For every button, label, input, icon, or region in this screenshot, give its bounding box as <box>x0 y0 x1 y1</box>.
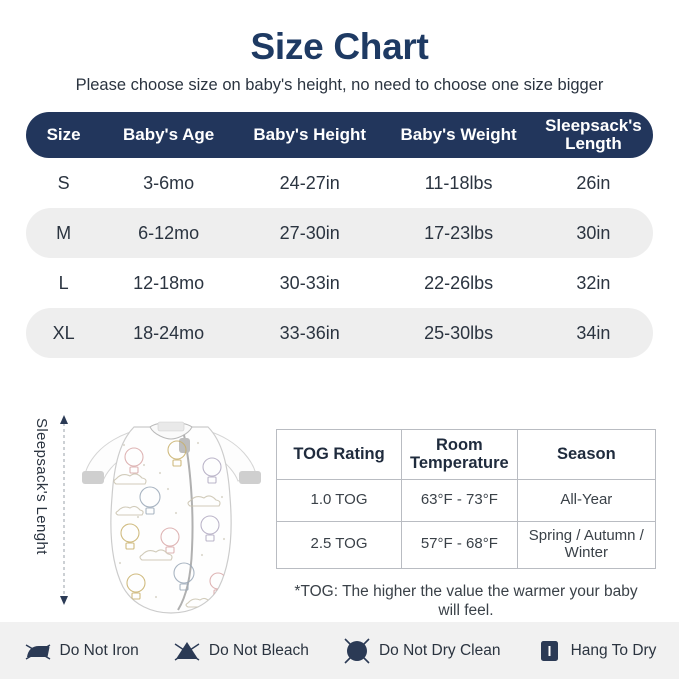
size-table: Size Baby's Age Baby's Height Baby's Wei… <box>26 112 653 359</box>
table-row: S 3-6mo 24-27in 11-18lbs 26in <box>26 158 653 208</box>
tog-table-container: TOG Rating Room Temperature Season 1.0 T… <box>275 429 657 620</box>
table-row: L 12-18mo 30-33in 22-26lbs 32in <box>26 258 653 308</box>
cell-weight: 25-30lbs <box>424 322 494 343</box>
cell-weight: 22-26lbs <box>424 272 494 293</box>
cell-size: M <box>56 222 72 243</box>
cell-height: 33-36in <box>279 322 340 343</box>
column-header-length: Sleepsack's Length <box>545 115 642 154</box>
tog-column-header-season: Season <box>516 429 657 480</box>
column-header-weight: Baby's Weight <box>400 125 517 145</box>
tog-table: TOG Rating Room Temperature Season 1.0 T… <box>275 429 657 569</box>
tog-cell-rating: 2.5 TOG <box>275 520 403 569</box>
page-subtitle: Please choose size on baby's height, no … <box>75 76 604 95</box>
tog-cell-rating: 1.0 TOG <box>275 478 403 522</box>
care-label: Do Not Dry Clean <box>378 641 501 659</box>
cell-length: 30in <box>576 222 611 243</box>
cell-weight: 11-18lbs <box>424 172 493 193</box>
table-row: 2.5 TOG 57°F - 68°F Spring / Autumn / Wi… <box>275 520 657 569</box>
cell-size: XL <box>52 322 75 343</box>
tog-note: *TOG: The higher the value the warmer yo… <box>294 582 638 619</box>
cell-height: 27-30in <box>279 222 340 243</box>
do-not-bleach-icon <box>174 641 200 661</box>
column-header-height: Baby's Height <box>253 125 367 145</box>
tog-cell-temperature: 63°F - 73°F <box>401 478 518 522</box>
cell-size: L <box>58 272 69 293</box>
cell-height: 24-27in <box>279 172 340 193</box>
size-table-header-row: Size Baby's Age Baby's Height Baby's Wei… <box>26 112 653 159</box>
cell-age: 18-24mo <box>133 322 205 343</box>
tog-column-header-temperature: Room Temperature <box>401 429 518 480</box>
tog-column-header-rating: TOG Rating <box>275 429 403 480</box>
table-row: 1.0 TOG 63°F - 73°F All-Year <box>275 478 657 522</box>
sleepsack-length-label: Sleepsack's Lenght <box>33 418 50 555</box>
dimension-arrow-icon <box>60 415 68 605</box>
cell-weight: 17-23lbs <box>424 222 494 243</box>
cell-size: S <box>57 172 70 193</box>
cell-length: 34in <box>576 322 611 343</box>
column-header-size: Size <box>46 125 81 145</box>
do-not-dry-clean-icon <box>344 637 370 664</box>
cell-age: 3-6mo <box>143 172 195 193</box>
table-row: XL 18-24mo 33-36in 25-30lbs 34in <box>26 308 653 359</box>
do-not-iron-icon <box>25 643 50 660</box>
care-item-do-not-bleach: Do Not Bleach <box>172 636 309 666</box>
care-item-do-not-dry-clean: Do Not Dry Clean <box>342 636 500 666</box>
cell-age: 6-12mo <box>138 222 200 243</box>
care-label: Do Not Bleach <box>208 641 309 659</box>
cell-age: 12-18mo <box>133 272 205 293</box>
tog-header-row: TOG Rating Room Temperature Season <box>275 429 657 480</box>
tog-cell-season: All-Year <box>516 478 657 522</box>
tog-cell-temperature: 57°F - 68°F <box>401 520 518 569</box>
tog-cell-season: Spring / Autumn / Winter <box>516 520 657 569</box>
care-label: Do Not Iron <box>59 641 139 659</box>
sleepsack-product-image <box>82 421 261 614</box>
hang-to-dry-icon <box>540 640 558 661</box>
care-item-hang-to-dry: Hang To Dry <box>534 636 657 666</box>
page-title: Size Chart <box>250 26 429 67</box>
cell-height: 30-33in <box>279 272 340 293</box>
care-item-do-not-iron: Do Not Iron <box>23 636 139 666</box>
table-row: M 6-12mo 27-30in 17-23lbs 30in <box>26 208 653 259</box>
cell-length: 32in <box>576 272 611 293</box>
care-label: Hang To Dry <box>570 641 657 659</box>
care-instructions-bar: Do Not Iron Do Not Bleach Do Not Dry Cle… <box>0 622 679 679</box>
column-header-age: Baby's Age <box>122 125 215 145</box>
cell-length: 26in <box>576 172 611 193</box>
